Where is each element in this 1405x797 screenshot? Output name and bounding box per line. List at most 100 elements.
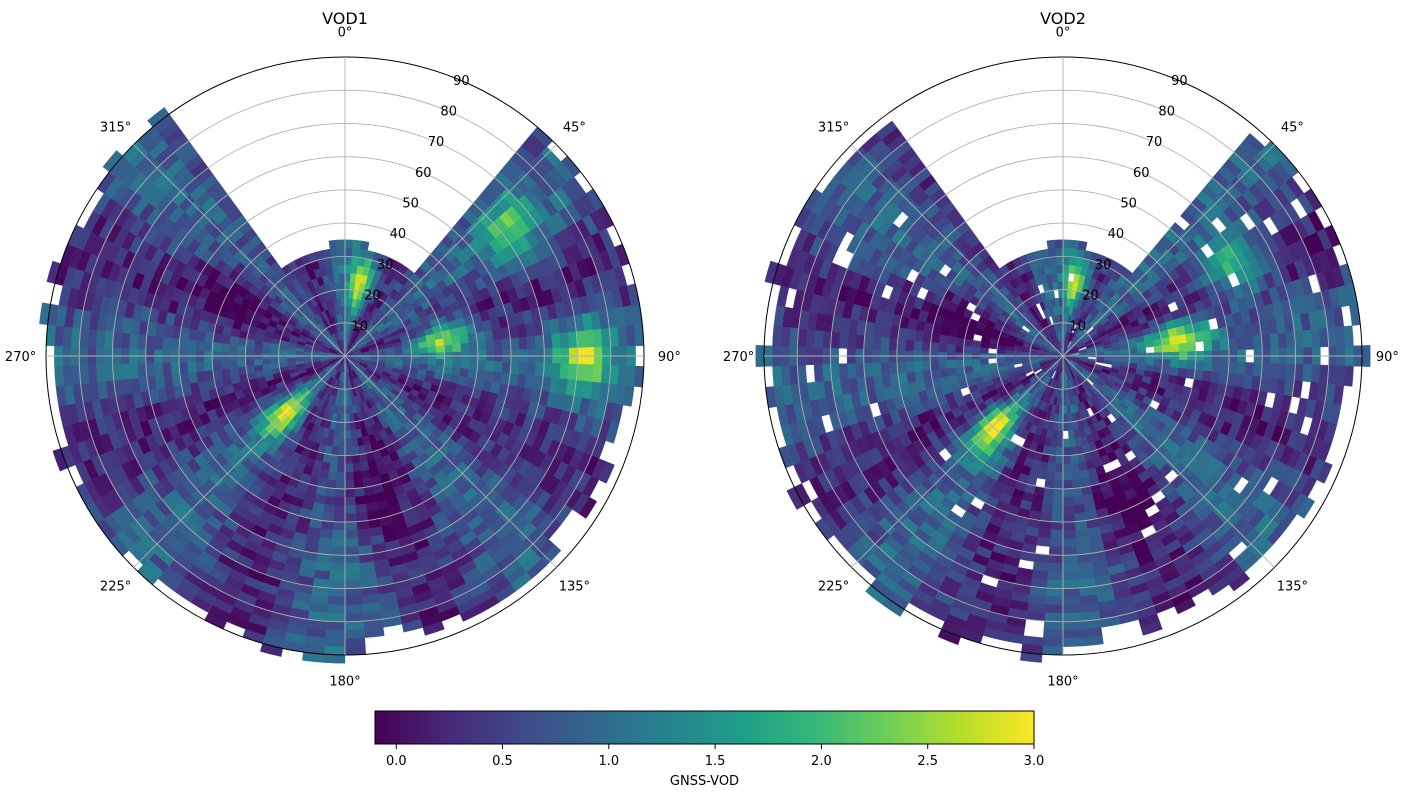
heatmap-cell — [526, 362, 537, 377]
heatmap-cell — [356, 528, 371, 539]
heatmap-cell — [1103, 360, 1113, 365]
heatmap-cell — [344, 281, 351, 290]
heatmap-cell — [1043, 487, 1054, 498]
heatmap-cell — [170, 361, 181, 375]
heatmap-cell — [319, 528, 334, 539]
heatmap-cell — [979, 358, 989, 365]
heatmap-cell — [95, 364, 106, 383]
heatmap-cell — [805, 328, 816, 348]
heatmap-cell — [855, 362, 865, 378]
heatmap-cell — [327, 587, 346, 598]
heatmap-cell — [617, 365, 628, 386]
heatmap-cell — [1041, 495, 1054, 506]
heatmap-cell — [963, 358, 973, 367]
heatmap-cell — [344, 438, 352, 448]
heatmap-cell — [1071, 479, 1082, 489]
heatmap-cell — [1209, 371, 1221, 384]
heatmap-cell — [460, 359, 470, 370]
heatmap-cell — [1072, 495, 1085, 506]
heatmap-cell — [344, 645, 367, 656]
heatmap-cell — [1062, 637, 1084, 647]
heatmap-cell — [1261, 334, 1271, 350]
heatmap-cell — [1277, 363, 1288, 380]
heatmap-cell — [95, 329, 106, 348]
heatmap-cell — [326, 479, 337, 489]
panel-title: VOD1 — [322, 9, 368, 28]
heatmap-cell — [1269, 363, 1280, 379]
heatmap-cell — [344, 463, 354, 473]
heatmap-cell — [360, 469, 372, 480]
heatmap-cell — [329, 248, 339, 258]
heatmap-cell — [426, 339, 437, 348]
heatmap-cell — [333, 272, 341, 283]
heatmap-cell — [518, 336, 528, 351]
heatmap-cell — [896, 338, 907, 351]
heatmap-cell — [1361, 345, 1371, 367]
angular-tick-label: 315° — [100, 121, 131, 136]
heatmap-cell — [128, 333, 139, 349]
heatmap-cell — [1056, 430, 1064, 440]
heatmap-cell — [1032, 561, 1049, 572]
heatmap-cell — [419, 347, 429, 354]
heatmap-cell — [344, 446, 353, 456]
heatmap-cell — [326, 612, 346, 622]
heatmap-cell — [501, 361, 512, 374]
heatmap-cell — [330, 256, 339, 266]
heatmap-cell — [203, 341, 214, 352]
heatmap-cell — [351, 454, 361, 464]
heatmap-cell — [1047, 454, 1057, 464]
heatmap-cell — [344, 405, 350, 415]
radial-tick-label: 60 — [415, 166, 432, 181]
heatmap-cell — [592, 328, 603, 348]
heatmap-cell — [1199, 319, 1211, 332]
heatmap-cell — [336, 239, 346, 249]
heatmap-cell — [328, 462, 338, 473]
heatmap-cell — [337, 446, 346, 456]
heatmap-cell — [468, 360, 479, 371]
heatmap-cell — [1062, 579, 1080, 589]
heatmap-cell — [326, 604, 346, 614]
heatmap-cell — [1144, 339, 1155, 348]
heatmap-cell — [348, 413, 355, 423]
heatmap-cell — [880, 361, 890, 376]
heatmap-cell — [236, 359, 247, 368]
heatmap-cell — [62, 326, 73, 347]
heatmap-cell — [905, 339, 915, 351]
heatmap-cell — [1201, 329, 1212, 342]
heatmap-cell — [329, 562, 346, 573]
heatmap-cell — [1095, 359, 1105, 364]
heatmap-cell — [1054, 471, 1064, 481]
heatmap-cell — [938, 359, 948, 370]
heatmap-cell — [344, 239, 354, 249]
radial-tick-label: 50 — [402, 197, 419, 212]
heatmap-cell — [261, 358, 271, 365]
heatmap-cell — [543, 362, 553, 378]
heatmap-cell — [452, 343, 462, 353]
heatmap-cell — [329, 454, 339, 464]
heatmap-cell — [402, 348, 412, 355]
heatmap-cell — [485, 360, 495, 372]
heatmap-cell — [1046, 462, 1056, 473]
heatmap-cell — [584, 364, 595, 383]
radial-tick-label: 80 — [440, 105, 457, 120]
heatmap-cell — [938, 334, 949, 345]
heatmap-cell — [1170, 343, 1180, 353]
heatmap-cell — [1052, 488, 1064, 498]
heatmap-cell — [1169, 335, 1179, 345]
heatmap-cell — [1062, 256, 1071, 266]
heatmap-cell — [1120, 348, 1130, 355]
heatmap-cell — [1062, 612, 1082, 622]
heatmap-cell — [526, 335, 537, 350]
heatmap-cell — [344, 471, 354, 481]
heatmap-cell — [780, 365, 791, 386]
heatmap-cell — [1042, 637, 1064, 647]
heatmap-cell — [485, 340, 495, 352]
heatmap-cell — [491, 371, 503, 384]
heatmap-cell — [1046, 579, 1064, 589]
radial-tick-label: 90 — [453, 74, 470, 89]
heatmap-cell — [333, 504, 346, 515]
heatmap-cell — [914, 329, 925, 342]
heatmap-cell — [1053, 480, 1064, 490]
heatmap-cell — [253, 346, 263, 354]
